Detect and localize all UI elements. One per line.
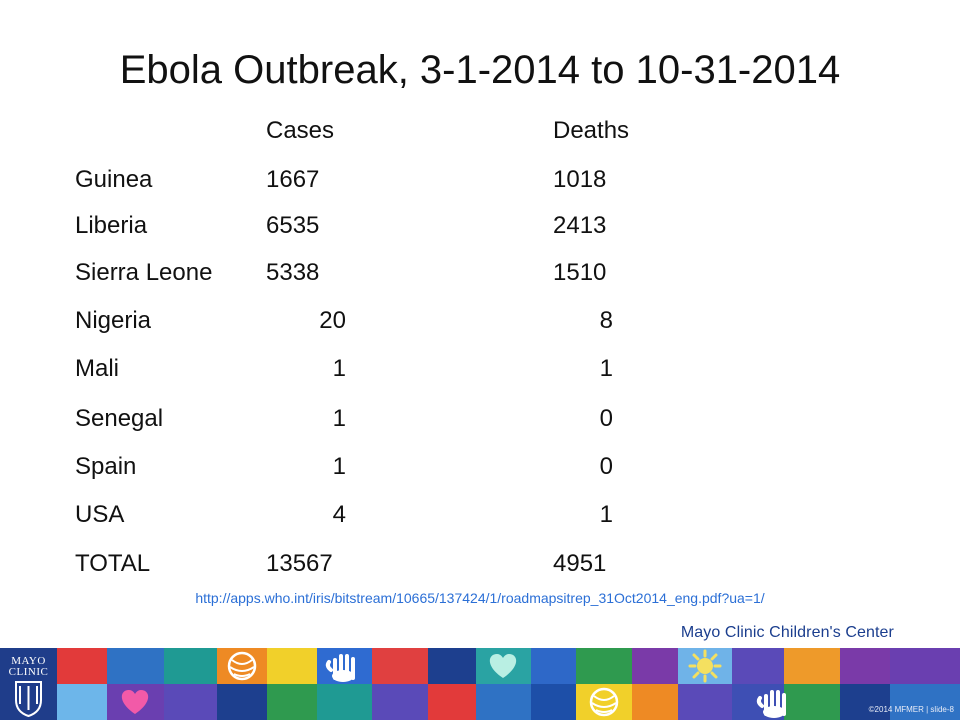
deaths-cell: 0 bbox=[599, 405, 613, 432]
heart-icon bbox=[489, 654, 517, 678]
banner-tile bbox=[678, 684, 732, 720]
hand-icon bbox=[756, 690, 786, 718]
mayo-clinic-logo: MAYO CLINIC bbox=[0, 648, 57, 720]
cases-cell: 4 bbox=[332, 501, 346, 528]
cases-cell: 1 bbox=[332, 355, 346, 382]
banner-tile bbox=[317, 684, 372, 720]
deaths-cell: 1510 bbox=[553, 259, 607, 286]
tile-banner bbox=[57, 648, 960, 720]
country-cell: Liberia bbox=[75, 212, 148, 239]
banner-tile bbox=[372, 684, 428, 720]
sun-icon bbox=[688, 649, 722, 683]
deaths-cell: 1018 bbox=[553, 166, 607, 193]
country-cell: Mali bbox=[75, 355, 120, 382]
banner-tile bbox=[890, 648, 960, 684]
banner-tile bbox=[476, 684, 531, 720]
banner-tile bbox=[632, 648, 678, 684]
banner-tile bbox=[632, 684, 678, 720]
banner-tile bbox=[428, 684, 476, 720]
banner-tile bbox=[840, 648, 890, 684]
cases-cell: 1 bbox=[332, 453, 346, 480]
hand-icon bbox=[325, 654, 355, 682]
banner-tile bbox=[890, 684, 960, 720]
banner-tile bbox=[531, 648, 576, 684]
deaths-cell: 1 bbox=[599, 355, 613, 382]
banner-tile bbox=[531, 684, 576, 720]
slide-footer: ©2014 MFMER | slide-8 bbox=[868, 705, 954, 714]
deaths-cell: 2413 bbox=[553, 212, 607, 239]
brand-wordmark: Mayo Clinic Children's Center bbox=[680, 624, 894, 641]
banner-tile bbox=[267, 684, 317, 720]
banner-tile bbox=[576, 648, 632, 684]
banner-tile bbox=[428, 648, 476, 684]
cases-cell: 1667 bbox=[266, 166, 320, 193]
banner-tile bbox=[784, 648, 840, 684]
banner-tile bbox=[372, 648, 428, 684]
logo-line-1: MAYO bbox=[11, 655, 46, 667]
deaths-cell: 8 bbox=[599, 307, 613, 334]
deaths-cell: 4951 bbox=[553, 550, 607, 577]
country-cell: TOTAL bbox=[75, 550, 151, 577]
banner-tile bbox=[164, 648, 217, 684]
yarn-ball-icon bbox=[227, 651, 257, 681]
header-deaths: Deaths bbox=[553, 117, 630, 144]
heart-icon bbox=[121, 690, 149, 714]
cases-cell: 20 bbox=[319, 307, 346, 334]
banner-tile bbox=[57, 648, 107, 684]
banner-tile bbox=[267, 648, 317, 684]
country-cell: Nigeria bbox=[75, 307, 152, 334]
ebola-table: Cases Deaths Guinea 1667 1018 Liberia 65… bbox=[75, 117, 630, 577]
source-link[interactable]: http://apps.who.int/iris/bitstream/10665… bbox=[195, 590, 765, 606]
cases-cell: 6535 bbox=[266, 212, 320, 239]
country-cell: USA bbox=[75, 501, 125, 528]
yarn-ball-icon bbox=[589, 687, 619, 717]
shield-icon bbox=[15, 681, 42, 718]
banner-tile bbox=[732, 648, 784, 684]
cases-cell: 1 bbox=[332, 405, 346, 432]
country-cell: Senegal bbox=[75, 405, 164, 432]
logo-line-2: CLINIC bbox=[8, 666, 49, 678]
banner-tile bbox=[840, 684, 890, 720]
header-cases: Cases bbox=[266, 117, 335, 144]
deaths-cell: 0 bbox=[599, 453, 613, 480]
banner-tile bbox=[107, 648, 164, 684]
cases-cell: 13567 bbox=[266, 550, 333, 577]
deaths-cell: 1 bbox=[599, 501, 613, 528]
slide-title: Ebola Outbreak, 3-1-2014 to 10-31-2014 bbox=[119, 48, 841, 92]
cases-cell: 5338 bbox=[266, 259, 320, 286]
country-cell: Spain bbox=[75, 453, 137, 480]
banner-tile bbox=[217, 684, 267, 720]
country-cell: Guinea bbox=[75, 166, 153, 193]
banner-tile bbox=[57, 684, 107, 720]
country-cell: Sierra Leone bbox=[75, 259, 213, 286]
banner-tile bbox=[784, 684, 840, 720]
banner-tile bbox=[164, 684, 217, 720]
